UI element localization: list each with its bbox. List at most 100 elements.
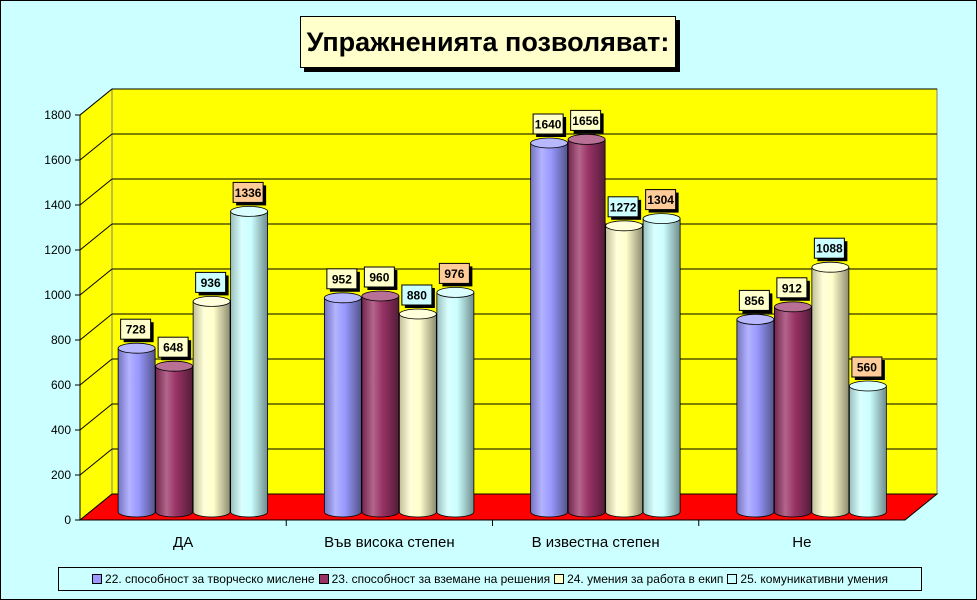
bar-3-2 — [811, 261, 850, 518]
data-label-box — [738, 289, 770, 311]
data-label-text: 952 — [332, 272, 352, 286]
legend-swatch-3 — [554, 574, 565, 584]
legend-swatch-4 — [727, 574, 738, 584]
bar-body — [323, 297, 362, 518]
y-tick-label-6: 1200 — [44, 243, 71, 257]
legend: 22. способност за творческо мислене 23. … — [58, 567, 922, 591]
x-tick-label-1: Във висока степен — [324, 534, 455, 551]
gridline-side-8 — [79, 133, 113, 161]
data-label-2-3: 1304 — [645, 189, 679, 213]
data-label-box — [401, 284, 433, 306]
y-tick-label-0: 0 — [64, 513, 71, 527]
bar-top — [436, 286, 475, 298]
x-tick-label-3: Не — [792, 534, 811, 551]
bar-0-0 — [117, 342, 156, 518]
gridline-side-4 — [79, 313, 113, 341]
legend-item-2: 23. способност за вземане на решения — [318, 572, 550, 586]
y-tick-label-9: 1800 — [44, 108, 71, 122]
data-label-1-0: 952 — [326, 268, 360, 292]
data-label-2-1: 1656 — [570, 109, 604, 134]
y-tick-label-2: 400 — [51, 423, 71, 437]
data-label-3-3: 560 — [851, 356, 885, 380]
y-tick-label-4: 800 — [51, 333, 71, 347]
bar-3-3 — [848, 380, 887, 518]
bar-0-3 — [230, 205, 269, 518]
x-tick-label-2: В известна степен — [532, 534, 660, 551]
y-tick-label-3: 600 — [51, 378, 71, 392]
bar-body — [736, 319, 775, 518]
data-label-box — [570, 109, 602, 131]
data-label-text: 960 — [369, 271, 389, 285]
bar-2-3 — [642, 213, 681, 518]
bar-2-1 — [567, 133, 606, 518]
gridline-side-5 — [79, 268, 113, 296]
bar-0-1 — [155, 360, 194, 518]
data-label-3-2: 1088 — [813, 237, 848, 262]
data-label-box — [607, 196, 639, 218]
data-label-box — [232, 181, 264, 203]
bar-1-3 — [436, 286, 475, 518]
data-label-0-3: 1336 — [232, 181, 267, 206]
bar-top — [848, 380, 887, 392]
data-label-1-1: 960 — [363, 266, 398, 290]
bar-body — [230, 211, 269, 518]
data-label-text: 560 — [857, 361, 877, 375]
data-label-box — [120, 318, 152, 340]
bar-top — [530, 137, 569, 149]
data-label-text: 912 — [782, 281, 802, 295]
bar-top — [192, 295, 231, 307]
bar-top — [361, 290, 400, 302]
bar-top — [230, 205, 269, 217]
data-label-0-1: 648 — [157, 336, 192, 361]
bar-body — [155, 365, 194, 518]
data-label-box — [813, 237, 845, 259]
data-label-1-3: 976 — [438, 262, 473, 287]
data-label-box — [195, 271, 227, 293]
bar-1-1 — [361, 290, 400, 518]
data-label-text: 1336 — [235, 186, 262, 200]
data-label-0-0: 728 — [120, 318, 154, 343]
gridline-side-3 — [79, 358, 113, 386]
chart-title: Упражненията позволяват: — [306, 26, 670, 57]
gridline-side-9 — [79, 88, 113, 116]
bar-top — [605, 220, 644, 232]
bar-body — [117, 347, 156, 518]
data-label-text: 880 — [407, 289, 427, 303]
bar-body — [567, 139, 606, 518]
data-label-box — [851, 356, 883, 378]
y-tick-label-5: 1000 — [44, 288, 71, 302]
data-label-box — [326, 268, 358, 290]
bar-top — [642, 213, 681, 225]
legend-item-1: 22. способност за творческо мислене — [92, 572, 315, 586]
gridline-side-6 — [79, 223, 113, 251]
bar-body — [398, 313, 437, 518]
bar-top — [567, 133, 606, 145]
gridline-side-2 — [79, 403, 113, 431]
bar-body — [530, 142, 569, 518]
data-label-3-1: 912 — [776, 277, 810, 301]
bar-0-2 — [192, 295, 231, 518]
data-label-text: 976 — [444, 267, 464, 281]
legend-swatch-2 — [318, 574, 329, 584]
bar-body — [848, 385, 887, 518]
legend-label-1: 22. способност за творческо мислене — [105, 572, 315, 586]
data-label-text: 648 — [163, 341, 183, 355]
y-tick-label-7: 1400 — [44, 198, 71, 212]
bar-body — [773, 306, 812, 518]
legend-label-3: 24. умения за работа в екип — [567, 572, 724, 586]
data-label-text: 1088 — [816, 242, 843, 256]
side-wall — [79, 87, 113, 522]
bar-1-2 — [398, 308, 437, 518]
y-tick-label-8: 1600 — [44, 153, 71, 167]
data-label-box — [438, 262, 470, 284]
data-label-0-2: 936 — [195, 271, 229, 296]
gridline-side-7 — [79, 178, 113, 206]
data-label-box — [363, 266, 395, 288]
data-label-box — [776, 277, 808, 299]
legend-item-4: 25. комуникативни умения — [727, 572, 888, 586]
chart-title-box: Упражненията позволяват: — [300, 16, 676, 68]
bar-body — [361, 295, 400, 518]
bar-3-1 — [773, 301, 812, 518]
bar-body — [642, 218, 681, 518]
y-tick-label-1: 200 — [51, 468, 71, 482]
